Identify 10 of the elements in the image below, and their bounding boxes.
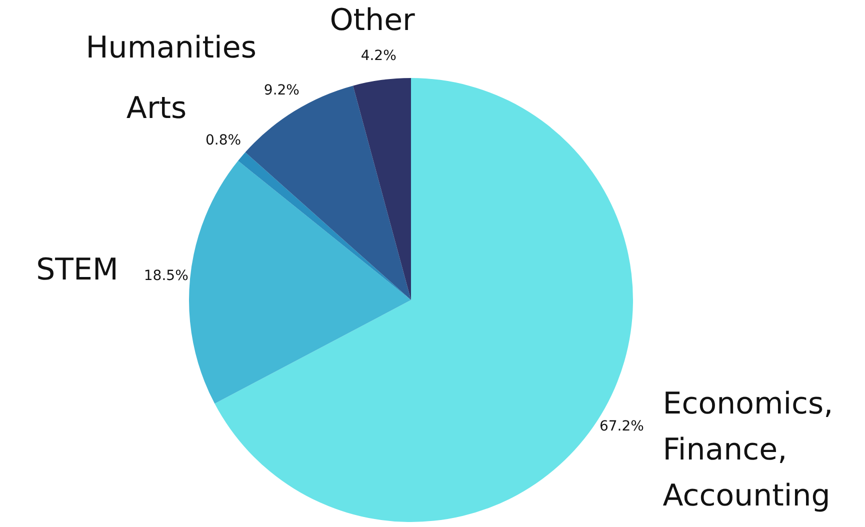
data-label: 0.8%	[206, 132, 242, 149]
slice-label: Economics, Finance, Accounting	[662, 386, 834, 514]
data-label: 9.2%	[264, 82, 300, 98]
data-label: 18.5%	[144, 268, 188, 284]
data-label: 67.2%	[599, 418, 644, 435]
slice-label: Arts	[126, 90, 187, 126]
data-label: 4.2%	[360, 48, 396, 64]
slice-label: Other	[330, 2, 416, 38]
slice-label: STEM	[36, 252, 118, 288]
slice-label: Humanities	[86, 30, 256, 66]
